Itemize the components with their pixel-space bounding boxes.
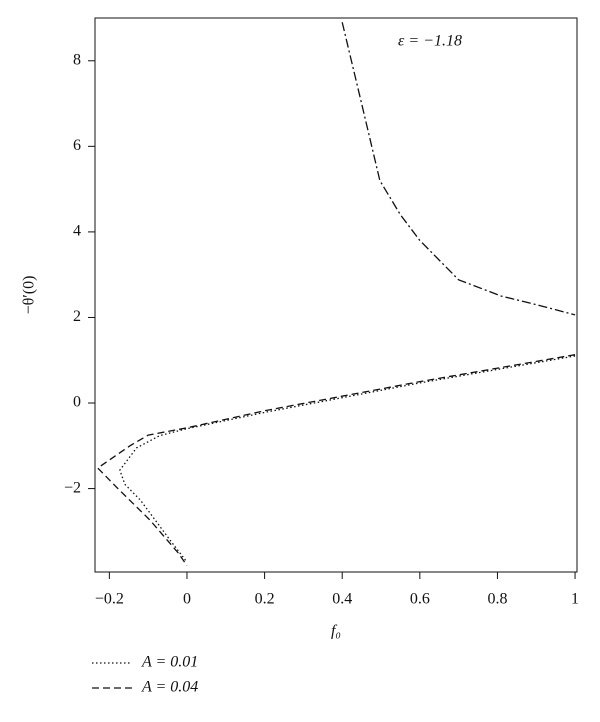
- legend-label: A = 0.01: [141, 654, 198, 671]
- annotation: ε = −1.18: [398, 33, 462, 50]
- legend-label: A = 0.04: [141, 679, 198, 696]
- x-axis-label: f₀: [331, 623, 341, 640]
- x-tick-label: 0: [183, 591, 191, 608]
- y-tick-label: 2: [73, 308, 81, 325]
- y-tick-label: 6: [73, 137, 81, 154]
- plot-frame: [94, 17, 578, 573]
- line-series: [96, 354, 576, 566]
- y-tick-label: 0: [73, 394, 81, 411]
- x-tick-label: 0.2: [255, 591, 275, 608]
- x-tick-label: 1: [571, 591, 579, 608]
- y-tick-label: 8: [73, 51, 81, 68]
- y-tick-label: −2: [64, 479, 81, 496]
- x-tick-label: 0.6: [410, 591, 430, 608]
- y-tick-label: 4: [73, 223, 81, 240]
- x-tick-label: 0.8: [487, 591, 507, 608]
- x-tick-label: 0.4: [332, 591, 352, 608]
- x-tick-label: −0.2: [95, 591, 124, 608]
- y-axis-label: −θ′(0): [21, 276, 38, 315]
- line-series: [341, 22, 576, 316]
- line-series: [119, 355, 576, 563]
